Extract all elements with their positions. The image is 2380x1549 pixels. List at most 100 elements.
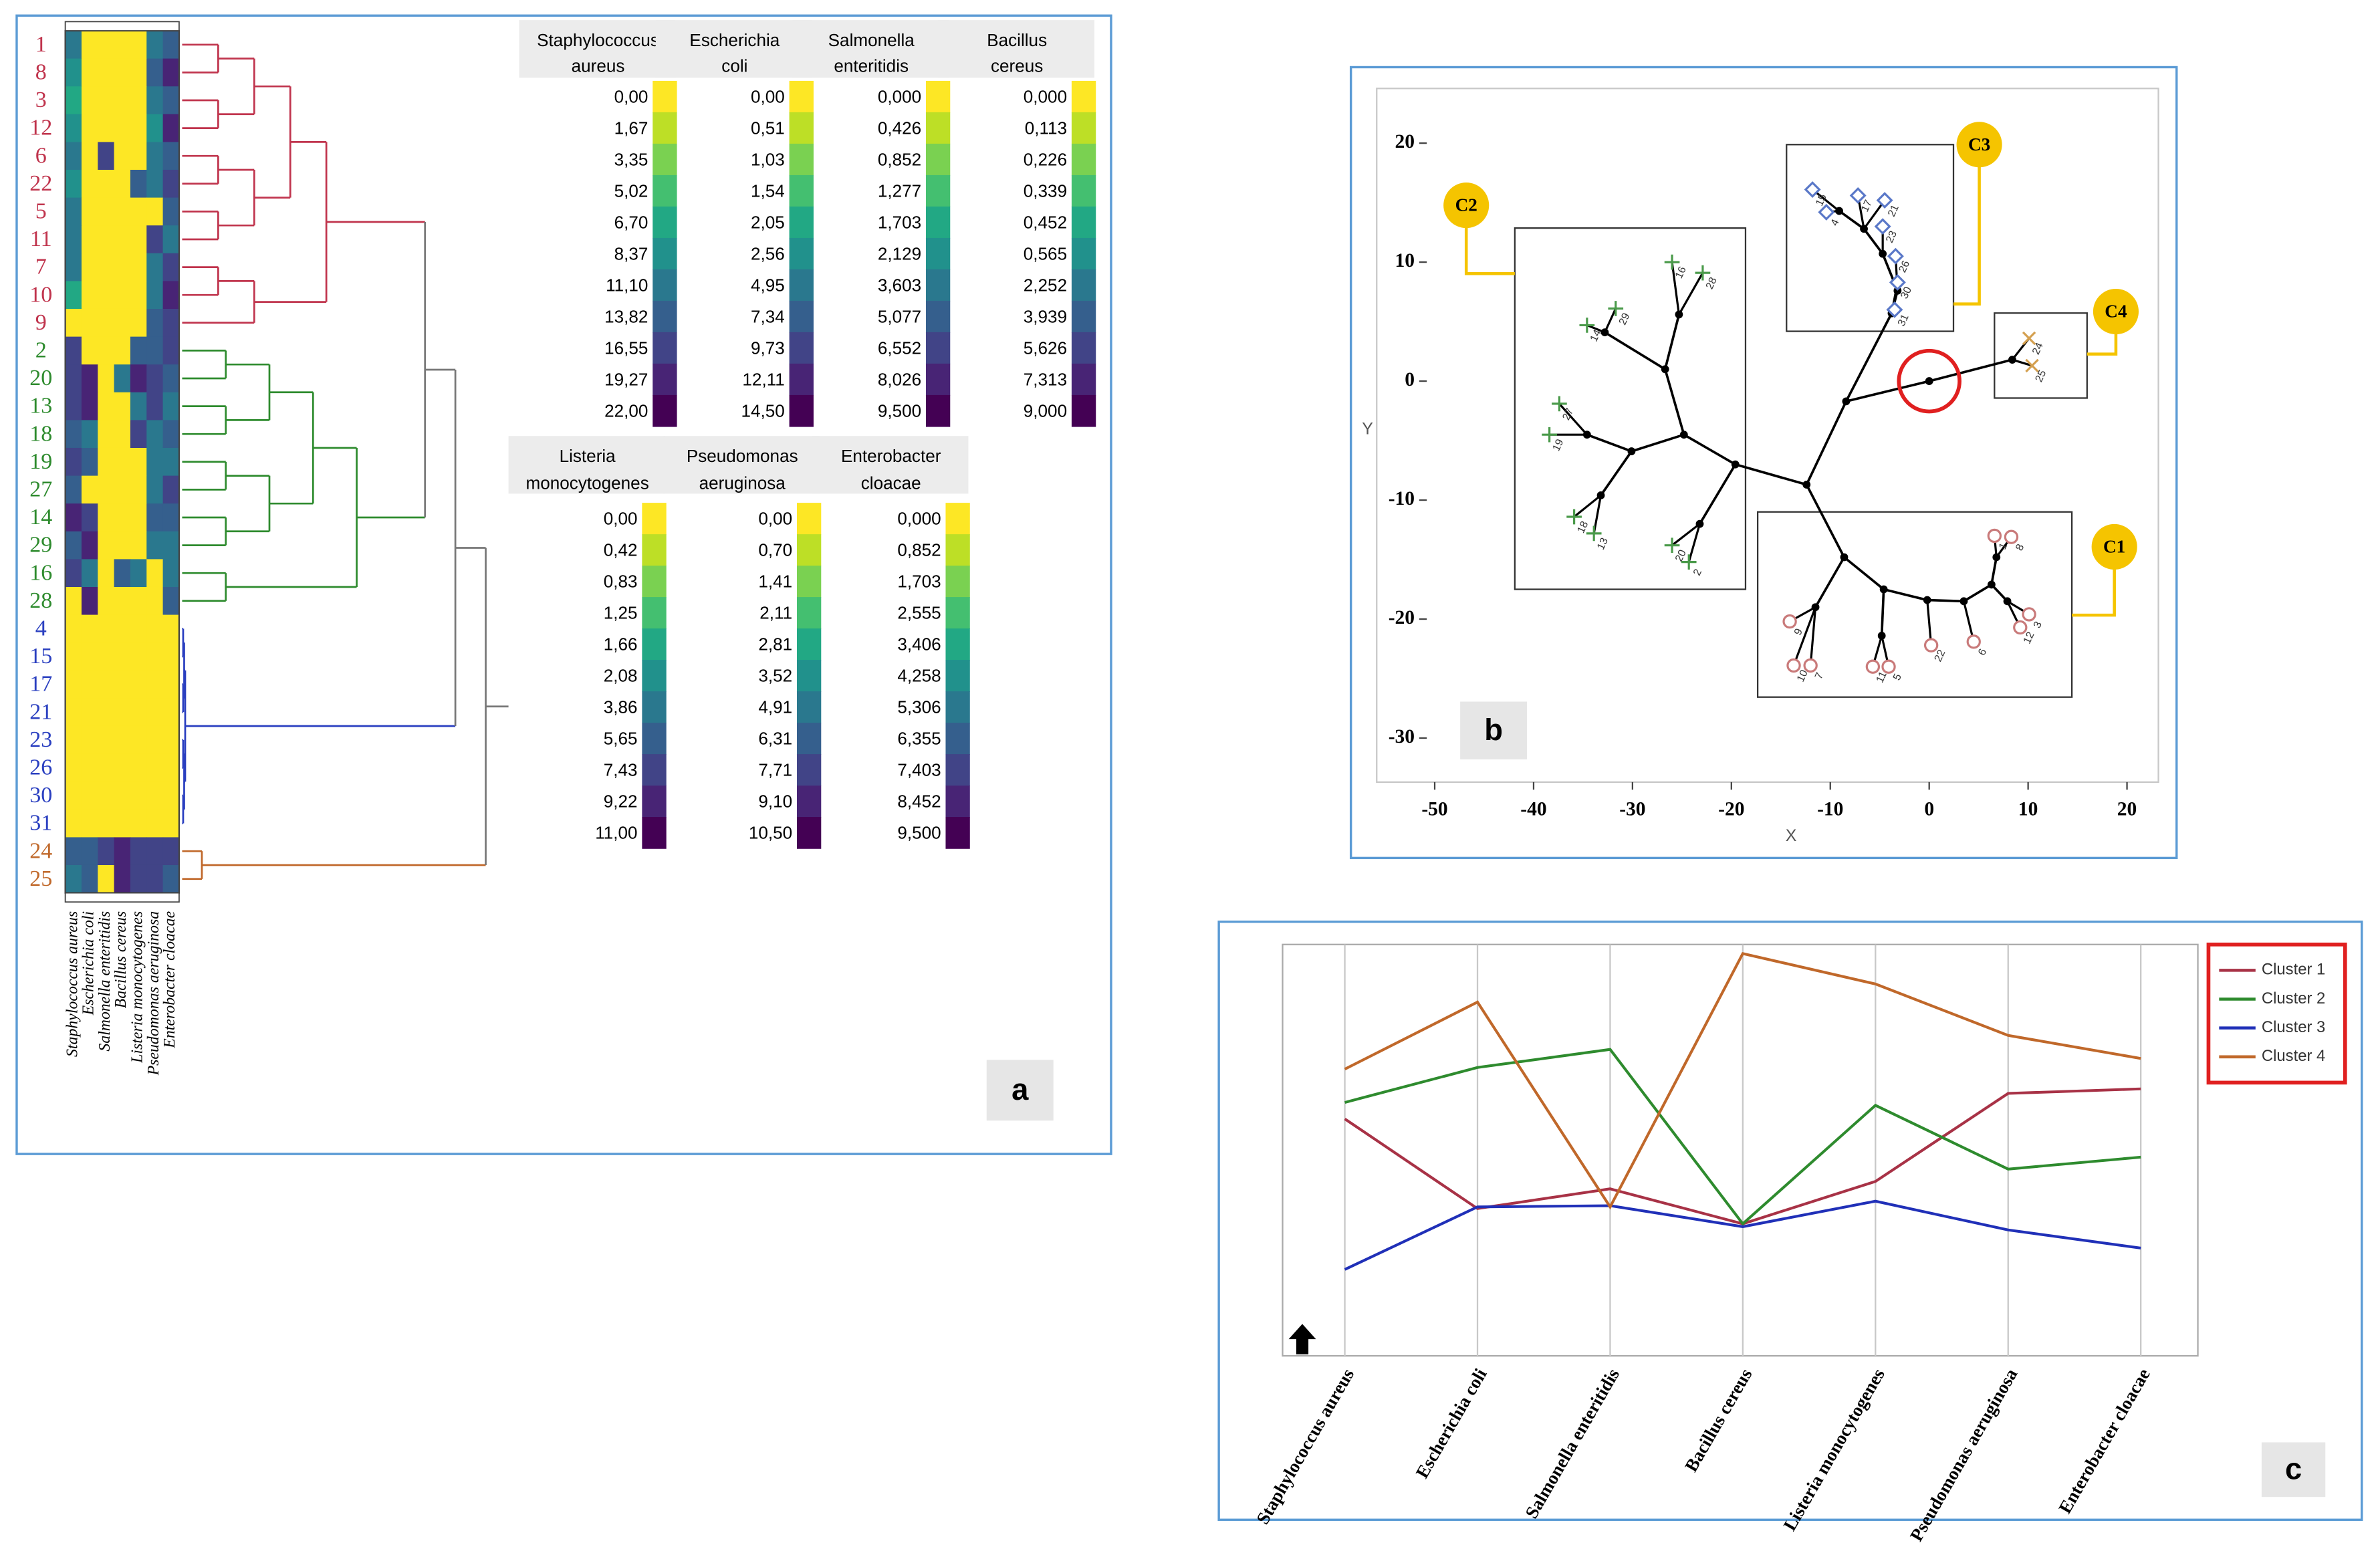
column-label: Escherichia coli: [80, 911, 98, 1016]
branch: [1600, 451, 1633, 496]
leaf-label: 23: [1884, 229, 1899, 245]
tree-node: [1596, 491, 1605, 499]
heatmap-cell: [114, 782, 131, 810]
colorbar-cell: [796, 723, 822, 755]
x-tick-label: -40: [1520, 799, 1546, 820]
colorbar-label: 2,252: [1024, 275, 1067, 295]
x-tick-label: 20: [2117, 799, 2137, 820]
heatmap-cell: [146, 114, 164, 143]
colorbar-label: 0,000: [1024, 87, 1067, 107]
heatmap-cell: [130, 837, 147, 866]
heatmap-cell: [146, 837, 164, 866]
colorbar-cell: [652, 174, 677, 207]
heatmap-cell: [98, 586, 115, 616]
colorbar-label: 0,00: [758, 509, 792, 529]
heatmap-cell: [130, 364, 147, 393]
heatmap-cell: [162, 531, 180, 560]
heatmap-cell: [162, 253, 180, 282]
heatmap-cell: [146, 614, 164, 643]
heatmap-cell: [81, 864, 98, 894]
heatmap-cell: [98, 142, 115, 170]
heatmap-cell: [98, 725, 115, 755]
leaf-label: 26: [1897, 259, 1912, 274]
heatmap-cell: [130, 58, 147, 87]
colorbar-cell: [652, 112, 677, 144]
cluster-box: [1786, 144, 1955, 332]
colorbar-label: 0,000: [878, 87, 921, 107]
row-label: 24: [29, 838, 52, 863]
row-label: 20: [29, 366, 52, 390]
heatmap-cell: [146, 364, 164, 393]
heatmap-cell: [114, 837, 131, 866]
colorbar-cell: [945, 503, 970, 535]
heatmap-cell: [130, 31, 147, 59]
leaf-marker: [1865, 659, 1881, 674]
branch: [1844, 312, 1893, 402]
leaf-marker: [1664, 254, 1680, 270]
arrow-icon: [1288, 1324, 1316, 1354]
leaf-marker: [1552, 396, 1567, 412]
heatmap-cell: [114, 503, 131, 532]
colorbar-cell: [789, 332, 814, 364]
y-tick-label: -30: [1389, 726, 1415, 747]
colorbar-cell: [642, 597, 667, 629]
colorbar-label: 2,08: [604, 666, 638, 686]
colorbar-cell: [1071, 394, 1096, 427]
heatmap-cell: [162, 308, 180, 338]
heatmap-cell: [162, 864, 180, 894]
heatmap-cell: [114, 753, 131, 782]
heatmap-cell: [162, 169, 180, 199]
heatmap-cell: [65, 725, 82, 755]
heatmap-cell: [146, 86, 164, 115]
colorbar-cell: [652, 143, 677, 176]
colorbar-cell: [925, 332, 951, 364]
colorbar-cell: [642, 566, 667, 598]
heatmap-cell: [81, 142, 98, 170]
leaf-label: 25: [2033, 368, 2048, 384]
colorbar-label: 1,54: [751, 181, 785, 201]
heatmap-cell: [81, 698, 98, 727]
leaf-marker: [1874, 218, 1891, 235]
heatmap-cell: [98, 308, 115, 338]
colorbar-cell: [925, 237, 951, 270]
heatmap-cell: [81, 809, 98, 838]
branch: [1573, 494, 1602, 518]
row-label: 6: [35, 143, 47, 168]
legend-label: Cluster 2: [2262, 989, 2325, 1007]
heatmap-cell: [65, 782, 82, 810]
leaf-label: 31: [1896, 312, 1911, 328]
colorbar-cell: [1071, 332, 1096, 364]
colorbar-cell: [642, 754, 667, 786]
colorbar-label: 4,258: [897, 666, 941, 686]
leaf-marker: [1818, 203, 1835, 221]
heatmap-cell: [65, 336, 82, 365]
colorbar-title-box: [519, 20, 676, 78]
heatmap-cell: [162, 392, 180, 421]
heatmap-cell: [81, 253, 98, 282]
cluster-label: C1: [2103, 536, 2125, 556]
leaf-label: 13: [1595, 536, 1611, 552]
heatmap-cell: [114, 142, 131, 170]
x-tick-label: -10: [1817, 799, 1843, 820]
callout-line: [2087, 332, 2118, 356]
branch: [1558, 402, 1588, 436]
heatmap-cell: [146, 308, 164, 338]
heatmap-cell: [146, 58, 164, 87]
leaf-marker: [1586, 525, 1602, 542]
colorbar-cell: [642, 723, 667, 755]
colorbar-cell: [796, 786, 822, 818]
colorbar-label: 9,73: [751, 338, 785, 358]
row-label: 17: [29, 672, 52, 697]
heatmap-cell: [81, 753, 98, 782]
heatmap-cell: [114, 725, 131, 755]
heatmap-cell: [130, 336, 147, 365]
heatmap-cell: [162, 837, 180, 866]
colorbar-cell: [789, 174, 814, 207]
colorbar-label: 0,00: [604, 509, 638, 529]
heatmap-cell: [81, 169, 98, 199]
cluster-bubble: [1443, 183, 1490, 229]
heatmap-cell: [146, 475, 164, 504]
colorbar-label: 13,82: [604, 307, 648, 327]
leaf-marker: [1664, 538, 1680, 554]
